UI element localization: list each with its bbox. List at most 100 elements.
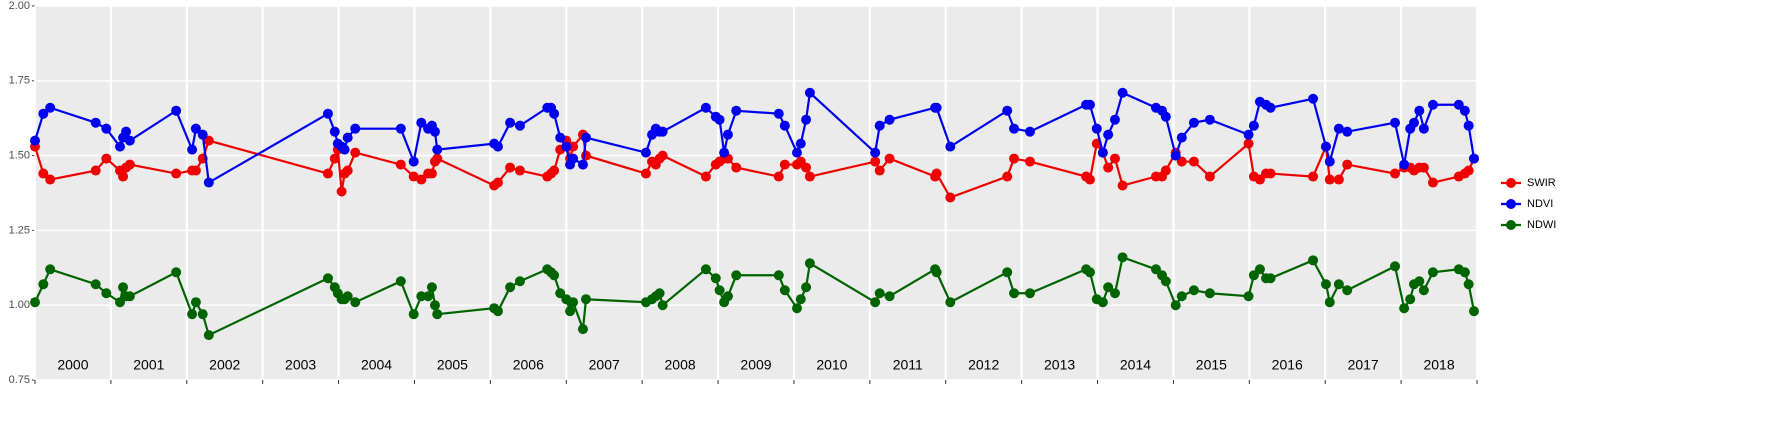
year-label: 2010	[816, 357, 847, 373]
data-point	[1320, 141, 1331, 152]
plot-panel	[35, 6, 1477, 380]
data-point	[870, 156, 881, 167]
y-tick-label: 1.00	[9, 299, 30, 311]
data-point	[1109, 114, 1120, 125]
data-point	[492, 306, 503, 317]
data-point	[101, 153, 112, 164]
data-point	[1188, 117, 1199, 128]
legend-key-point	[1506, 178, 1516, 188]
data-point	[1265, 168, 1276, 179]
data-point	[38, 108, 49, 119]
data-point	[874, 288, 885, 299]
data-point	[1117, 252, 1128, 263]
data-point	[795, 294, 806, 305]
year-label: 2006	[513, 357, 544, 373]
data-point	[801, 114, 812, 125]
data-point	[505, 162, 516, 173]
data-point	[1342, 159, 1353, 170]
data-point	[1091, 123, 1102, 134]
legend-label: SWIR	[1527, 177, 1556, 189]
data-point	[190, 123, 201, 134]
data-point	[1399, 303, 1410, 314]
data-point	[45, 264, 56, 275]
data-point	[773, 108, 784, 119]
data-point	[1204, 114, 1215, 125]
data-point	[804, 258, 815, 269]
data-point	[505, 117, 516, 128]
data-point	[171, 168, 182, 179]
year-label: 2016	[1272, 357, 1303, 373]
data-point	[124, 159, 135, 170]
data-point	[432, 144, 443, 155]
data-point	[945, 141, 956, 152]
data-point	[1324, 156, 1335, 167]
data-point	[1463, 165, 1474, 176]
data-point	[416, 291, 427, 302]
data-point	[1204, 171, 1215, 182]
data-point	[342, 165, 353, 176]
data-point	[1390, 168, 1401, 179]
data-point	[931, 102, 942, 113]
legend-label: NDVI	[1527, 198, 1553, 210]
data-point	[1243, 291, 1254, 302]
data-point	[203, 177, 214, 188]
data-point	[1390, 117, 1401, 128]
data-point	[657, 150, 668, 161]
data-point	[804, 171, 815, 182]
data-point	[101, 288, 112, 299]
year-label: 2008	[665, 357, 696, 373]
data-point	[426, 168, 437, 179]
year-label: 2000	[57, 357, 88, 373]
data-point	[1084, 174, 1095, 185]
year-label: 2017	[1348, 357, 1379, 373]
year-label: 2011	[893, 357, 923, 373]
year-label: 2002	[209, 357, 240, 373]
data-point	[1160, 165, 1171, 176]
data-point	[1427, 177, 1438, 188]
data-point	[187, 144, 198, 155]
data-point	[408, 171, 419, 182]
data-point	[714, 114, 725, 125]
year-label: 2018	[1423, 357, 1454, 373]
data-point	[350, 147, 361, 158]
data-point	[1308, 255, 1319, 266]
data-point	[568, 141, 579, 152]
data-point	[1009, 288, 1020, 299]
data-point	[429, 126, 440, 137]
data-point	[492, 141, 503, 152]
year-label: 2003	[285, 357, 316, 373]
data-point	[30, 297, 40, 308]
data-point	[197, 129, 208, 140]
data-point	[1160, 276, 1171, 287]
data-point	[1427, 267, 1438, 278]
data-point	[1109, 288, 1120, 299]
data-point	[884, 153, 895, 164]
data-point	[121, 126, 132, 137]
data-point	[1097, 147, 1108, 158]
legend-label: NDWI	[1527, 219, 1556, 231]
data-point	[1333, 174, 1344, 185]
data-point	[568, 153, 579, 164]
data-point	[884, 114, 895, 125]
year-label: 2013	[1044, 357, 1075, 373]
data-point	[1243, 129, 1254, 140]
data-point	[773, 270, 784, 281]
data-point	[38, 279, 49, 290]
data-point	[801, 282, 812, 293]
data-point	[1409, 117, 1420, 128]
data-point	[549, 165, 560, 176]
data-point	[1160, 111, 1171, 122]
data-point	[1427, 99, 1438, 110]
y-tick-label: 1.75	[9, 75, 30, 87]
data-point	[408, 156, 419, 167]
data-point	[329, 126, 340, 137]
year-label: 2014	[1120, 357, 1151, 373]
year-label: 2009	[740, 357, 771, 373]
data-point	[1324, 297, 1335, 308]
data-point	[432, 153, 443, 164]
data-point	[514, 165, 525, 176]
data-point	[1463, 279, 1474, 290]
data-point	[118, 171, 129, 182]
data-point	[1024, 288, 1035, 299]
data-point	[640, 147, 651, 158]
